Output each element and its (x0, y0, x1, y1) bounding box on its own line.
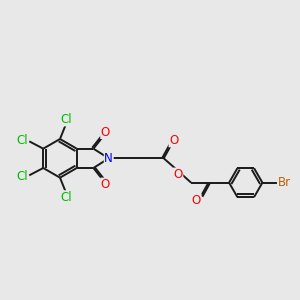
Text: O: O (169, 134, 178, 147)
Text: Cl: Cl (16, 134, 28, 146)
Text: O: O (101, 125, 110, 139)
Text: Cl: Cl (61, 113, 73, 126)
Text: O: O (173, 168, 183, 181)
Text: Br: Br (278, 176, 291, 189)
Text: Cl: Cl (16, 170, 28, 183)
Text: O: O (192, 194, 201, 207)
Text: O: O (101, 178, 110, 191)
Text: Cl: Cl (61, 191, 73, 204)
Text: N: N (104, 152, 113, 165)
